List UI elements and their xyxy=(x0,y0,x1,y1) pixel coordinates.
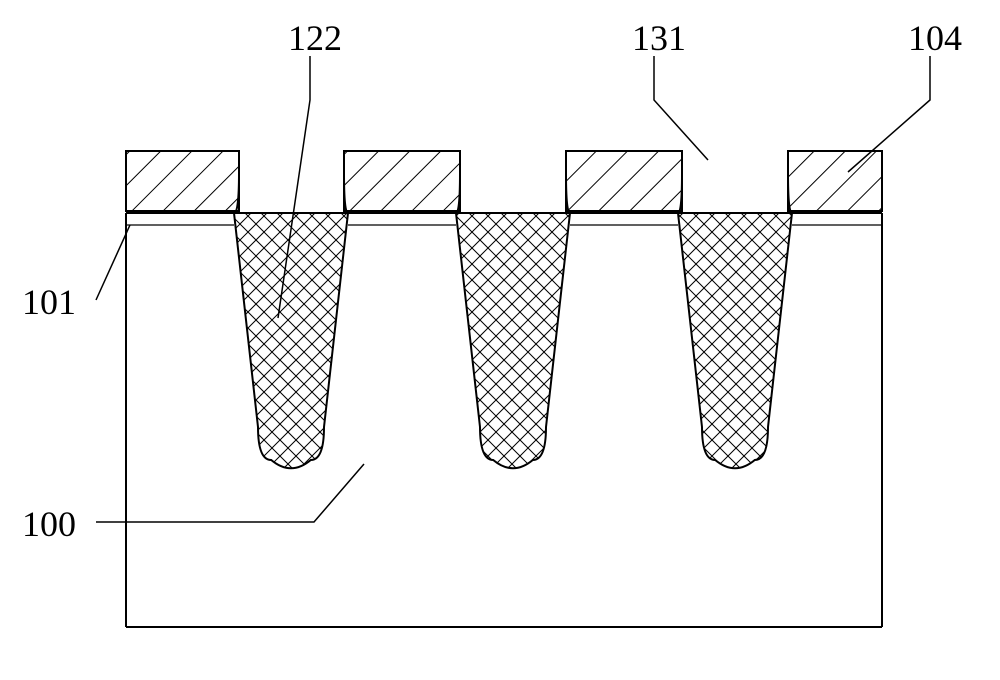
leader-line-131 xyxy=(654,56,708,160)
trench-plug xyxy=(678,213,792,468)
callout-label-100: 100 xyxy=(22,503,76,545)
leader-line-100 xyxy=(96,464,364,522)
callout-label-131: 131 xyxy=(632,17,686,59)
hard-mask-block xyxy=(344,151,460,211)
diagram-svg xyxy=(0,0,1000,680)
hard-mask-block xyxy=(566,151,682,211)
callout-label-122: 122 xyxy=(288,17,342,59)
figure-root: 122 131 104 101 100 xyxy=(0,0,1000,680)
trench-plug xyxy=(456,213,570,468)
hard-mask-block xyxy=(126,151,239,211)
trench-plug xyxy=(234,213,348,468)
leader-line-101 xyxy=(96,225,130,300)
hard-mask-block xyxy=(788,151,882,211)
callout-label-101: 101 xyxy=(22,281,76,323)
callout-label-104: 104 xyxy=(908,17,962,59)
